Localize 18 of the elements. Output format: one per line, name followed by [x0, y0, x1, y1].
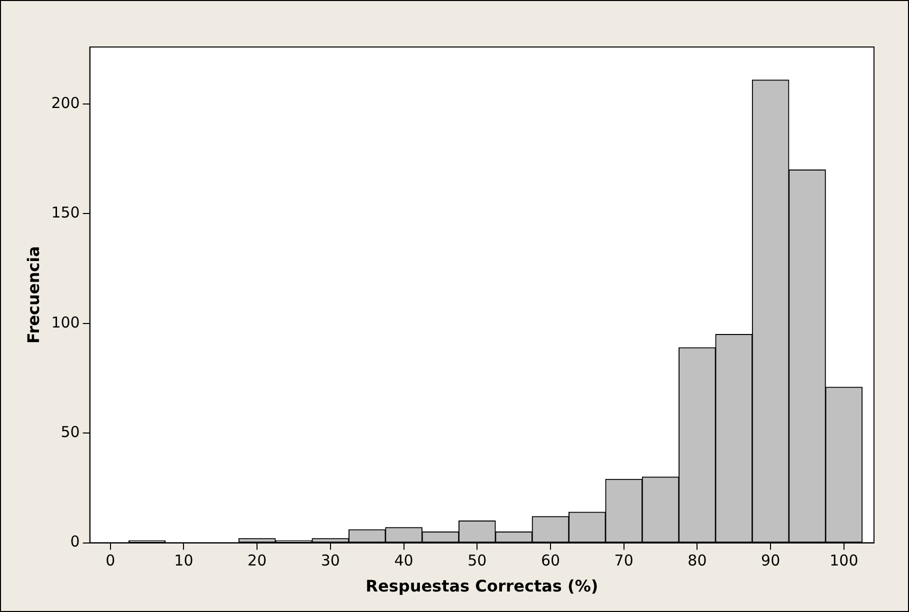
y-tick-label: 0 [70, 532, 80, 551]
x-tick-label: 10 [174, 552, 194, 570]
y-tick-label: 100 [51, 313, 80, 332]
x-tick-label: 80 [688, 552, 707, 570]
x-tick-label: 30 [320, 552, 340, 570]
x-axis-title: Respuestas Correctas (%) [366, 576, 598, 596]
x-tick-label: 40 [394, 552, 414, 570]
x-tick-label: 70 [614, 552, 634, 570]
x-tick-label: 20 [248, 552, 267, 570]
x-tick-label: 90 [761, 552, 780, 570]
y-tick-label: 200 [51, 94, 80, 112]
y-axis-title: Frecuencia [24, 246, 43, 344]
x-tick-label: 100 [830, 552, 858, 570]
y-tick-label: 50 [60, 423, 80, 441]
x-tick-label: 0 [106, 552, 116, 570]
x-tick-label: 60 [540, 552, 560, 570]
y-tick-label: 150 [51, 204, 80, 222]
x-tick-label: 50 [468, 552, 487, 570]
